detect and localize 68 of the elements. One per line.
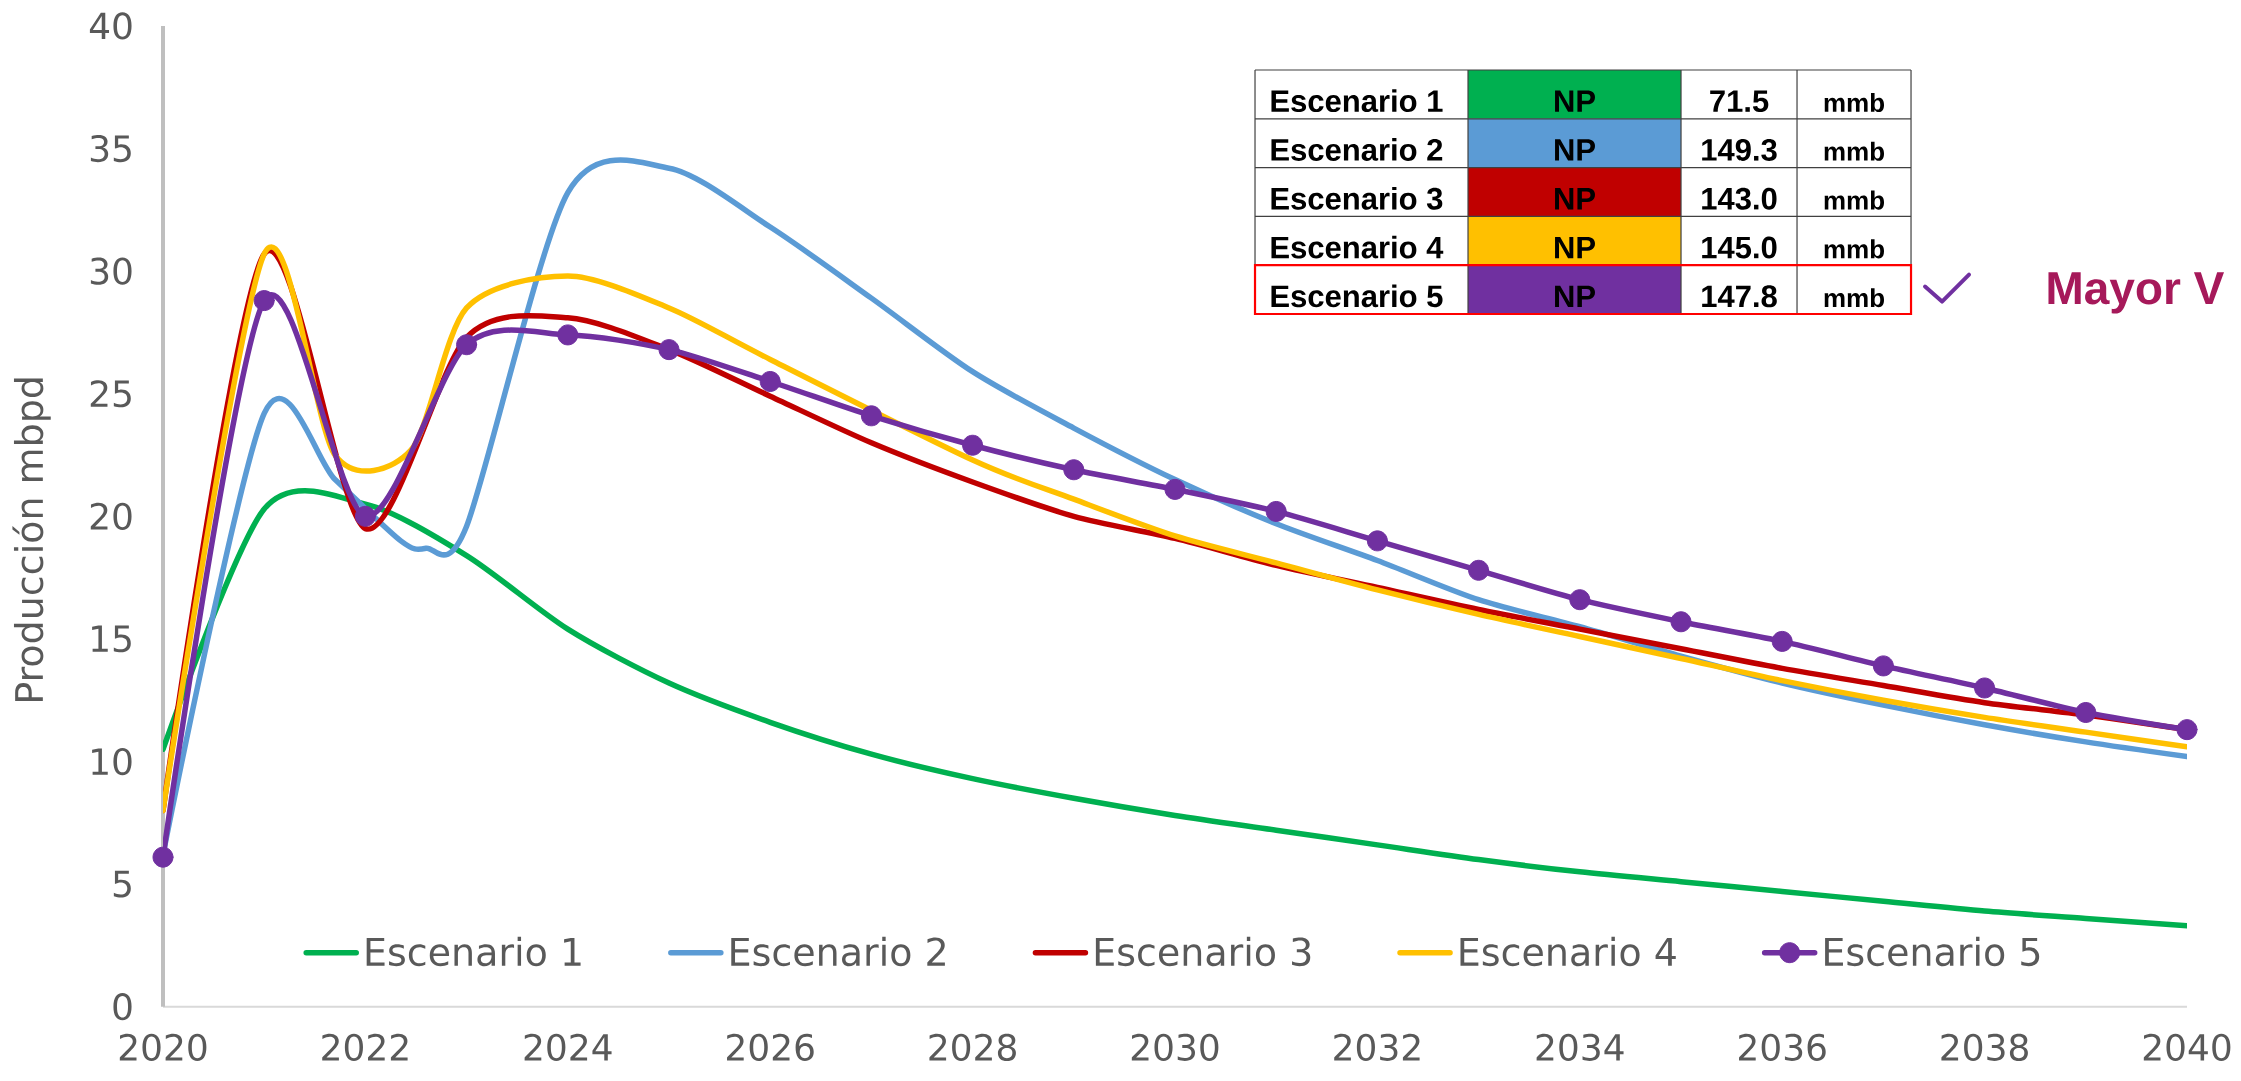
point [759,370,781,392]
y-tick-label: 20 [90,502,132,530]
annotation: mmb [1824,239,1884,259]
point [152,846,174,868]
point [1468,559,1490,581]
x-tick-label: 2040 [2143,1033,2231,1061]
x-tick-label: 2034 [1536,1033,1624,1061]
x-tick-label: 2030 [1131,1033,1219,1061]
annotation: 147.8 [1702,285,1777,308]
annotation: Escenario 4 [1271,235,1444,259]
y-axis-title: Producción mbpd [12,378,51,701]
point [1670,611,1692,633]
point [456,334,478,356]
annotation: mmb [1824,141,1884,161]
point [658,339,680,361]
x-tick-label: 2022 [322,1033,408,1061]
annotation: NP [1555,236,1595,259]
legend-label: Escenario 3 [1095,936,1311,967]
annotation: Escenario 5 [1271,284,1443,308]
point [1063,459,1085,481]
y-tick-label: 40 [89,12,132,40]
annotation: mmb [1824,92,1884,113]
point [354,505,376,527]
x-tick-label: 2028 [929,1033,1016,1061]
annotation: 149.3 [1702,138,1777,161]
legend-label: Escenario 5 [1825,936,2040,967]
y-tick-label: 25 [90,380,131,408]
x-tick-label: 2020 [119,1033,207,1061]
point [1265,500,1287,522]
point [253,290,275,312]
x-tick-label: 2024 [524,1033,612,1061]
annotation: NP [1555,90,1595,112]
legend-label: Escenario 4 [1460,936,1676,967]
point [1872,655,1894,677]
point [1366,530,1388,552]
x-tick-label: 2036 [1739,1033,1826,1061]
annotation: Escenario 2 [1271,138,1443,161]
x-tick-label: 2032 [1334,1033,1420,1061]
annotation: mmb [1824,190,1884,210]
annotation: Mayor V [2048,272,2225,314]
legend-label: Escenario 2 [731,936,945,967]
point [1974,677,1996,699]
legend-label: Escenario 1 [366,936,581,967]
point [1569,589,1591,611]
y-tick-label: 35 [90,134,131,163]
point [962,434,984,456]
y-tick-label: 15 [92,625,131,653]
y-tick-label: 5 [113,870,131,898]
annotation: mmb [1824,288,1884,308]
y-tick-label: 30 [90,257,132,285]
y-tick-label: 0 [113,993,132,1021]
annotation: 143.0 [1702,187,1777,210]
annotation: NP [1555,139,1595,161]
point [2075,701,2097,723]
x-tick-label: 2038 [1941,1033,2028,1061]
point [860,405,882,427]
annotation: NP [1555,188,1595,210]
point [2176,719,2198,741]
annotation: 71.5 [1710,90,1769,113]
annotation: 145.0 [1702,236,1777,259]
annotation: Escenario 1 [1271,89,1443,113]
y-tick-label: 10 [92,747,132,776]
x-tick-label: 2026 [727,1033,814,1061]
annotation: NP [1555,285,1595,307]
annotation: Escenario 3 [1271,186,1443,210]
point [557,324,579,346]
point [1164,478,1186,500]
point [1771,630,1793,652]
